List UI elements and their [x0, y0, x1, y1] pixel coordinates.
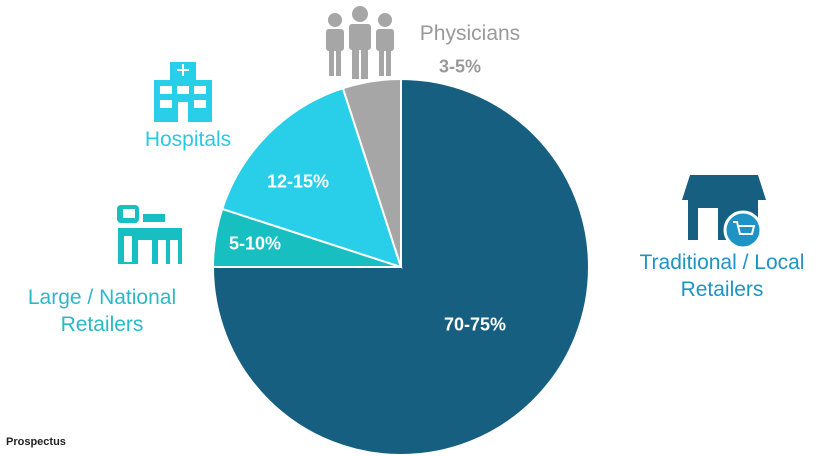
data-label: 3-5%	[438, 56, 482, 77]
icon-large-retailer	[117, 205, 182, 264]
data-label: 12-15%	[266, 171, 330, 192]
icon-hospital	[154, 62, 212, 122]
source: Prospectus	[6, 436, 66, 448]
icon-local-retailer	[682, 175, 766, 250]
category-label: Hospitals	[144, 128, 232, 151]
icon-physicians	[326, 6, 394, 79]
slice	[341, 77, 402, 268]
category-label: Physicians	[419, 22, 521, 45]
data-label: 70-75%	[443, 314, 507, 335]
data-label: 5-10%	[228, 233, 282, 254]
slice	[220, 86, 403, 269]
category-label: Large / National Retailers	[27, 286, 177, 336]
category-label: Traditional / Local Retailers	[639, 251, 805, 301]
